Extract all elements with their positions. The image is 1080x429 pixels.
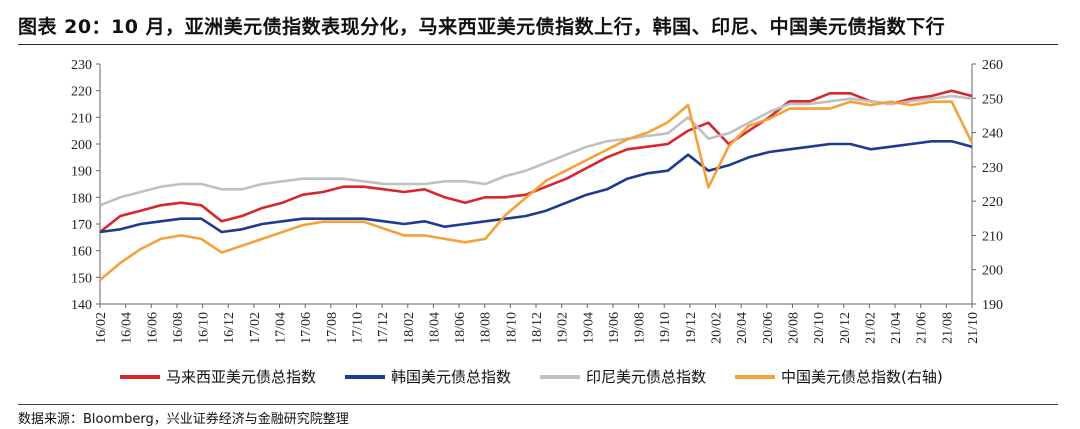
legend-item-malaysia: 马来西亚美元债总指数 <box>120 366 316 387</box>
right-tick-label: 260 <box>982 58 1003 73</box>
x-tick-label: 17/02 <box>248 312 263 344</box>
x-tick-label: 20/02 <box>710 312 725 344</box>
right-axis: 190 200 210 220 230 240 250 260 <box>972 58 1003 313</box>
x-tick-label: 17/12 <box>376 312 391 344</box>
x-tick-label: 16/10 <box>197 312 212 344</box>
legend-item-korea: 韩国美元债总指数 <box>345 366 511 387</box>
x-tick-label: 18/06 <box>453 312 468 344</box>
x-tick-label: 18/08 <box>479 312 494 344</box>
x-tick-label: 16/12 <box>222 312 237 344</box>
left-tick-label: 190 <box>71 165 92 180</box>
legend-label-china: 中国美元债总指数(右轴) <box>781 368 943 386</box>
right-tick-label: 190 <box>982 298 1003 313</box>
x-tick-label: 19/06 <box>607 312 622 344</box>
x-tick-label: 17/10 <box>350 312 365 344</box>
right-tick-label: 210 <box>982 229 1003 244</box>
x-tick-label: 20/10 <box>812 312 827 344</box>
x-tick-label: 19/04 <box>581 312 596 344</box>
x-tick-label: 20/06 <box>761 312 776 344</box>
series-lines <box>99 89 974 281</box>
legend-swatch-korea <box>345 374 385 379</box>
x-tick-label: 17/08 <box>325 312 340 344</box>
x-tick-label: 16/02 <box>94 312 109 344</box>
left-tick-label: 210 <box>71 111 92 126</box>
right-tick-label: 250 <box>982 92 1003 107</box>
left-tick-label: 200 <box>71 138 92 153</box>
x-tick-label: 16/06 <box>145 312 160 344</box>
x-tick-label: 17/06 <box>299 312 314 344</box>
legend-swatch-china <box>735 374 775 379</box>
line-chart: 140 150 160 170 180 190 200 210 220 230 190 200 210… <box>71 58 1003 344</box>
x-tick-label: 18/10 <box>504 312 519 344</box>
x-tick-label: 20/04 <box>735 312 750 344</box>
right-tick-label: 240 <box>982 127 1003 142</box>
legend-swatch-malaysia <box>120 374 160 379</box>
x-tick-label: 19/10 <box>658 312 673 344</box>
left-tick-label: 160 <box>71 245 92 260</box>
series-line-1 <box>99 140 973 234</box>
x-tick-label: 18/12 <box>530 312 545 344</box>
x-tick-label: 17/04 <box>274 312 289 344</box>
legend-label-malaysia: 马来西亚美元债总指数 <box>166 368 317 386</box>
series-line-3 <box>99 100 974 281</box>
x-tick-label: 21/06 <box>915 312 930 344</box>
left-tick-label: 140 <box>71 298 92 313</box>
legend-label-korea: 韩国美元债总指数 <box>391 368 512 386</box>
x-tick-label: 19/02 <box>556 312 571 344</box>
source-note: 数据来源：Bloomberg，兴业证券经济与金融研究院整理 <box>18 412 349 427</box>
x-tick-label: 20/12 <box>838 312 853 344</box>
x-tick-label: 19/12 <box>684 312 699 344</box>
left-tick-label: 150 <box>71 271 92 286</box>
right-tick-label: 230 <box>982 161 1003 176</box>
legend-item-china: 中国美元债总指数(右轴) <box>735 366 943 387</box>
legend-swatch-indonesia <box>540 374 580 379</box>
left-tick-label: 180 <box>71 191 92 206</box>
left-tick-label: 230 <box>71 58 92 73</box>
chart-title: 图表 20：10 月，亚洲美元债指数表现分化，马来西亚美元债指数上行，韩国、印尼… <box>18 16 946 38</box>
x-tick-label: 21/04 <box>889 312 904 344</box>
left-axis: 140 150 160 170 180 190 200 210 220 230 <box>71 58 100 313</box>
x-tick-label: 16/04 <box>120 312 135 344</box>
left-tick-label: 170 <box>71 218 92 233</box>
right-tick-label: 220 <box>982 195 1003 210</box>
x-tick-label: 20/08 <box>786 312 801 344</box>
series-line-0 <box>99 89 973 234</box>
x-tick-label: 19/08 <box>633 312 648 344</box>
right-tick-label: 200 <box>982 264 1003 279</box>
series-line-2 <box>99 94 973 207</box>
x-tick-label: 18/04 <box>427 312 442 344</box>
x-tick-label: 21/10 <box>966 312 981 344</box>
x-tick-label: 18/02 <box>402 312 417 344</box>
legend-item-indonesia: 印尼美元债总指数 <box>540 366 706 387</box>
left-tick-label: 220 <box>71 85 92 100</box>
x-tick-label: 21/08 <box>940 312 955 344</box>
x-tick-label: 21/02 <box>863 312 878 344</box>
x-axis: 16/02 16/04 16/06 16/08 16/10 16/12 17/02 17/04… <box>94 304 981 344</box>
x-tick-label: 16/08 <box>171 312 186 344</box>
legend-label-indonesia: 印尼美元债总指数 <box>586 368 707 386</box>
title-divider <box>18 44 1058 45</box>
footer-divider <box>18 404 1058 405</box>
